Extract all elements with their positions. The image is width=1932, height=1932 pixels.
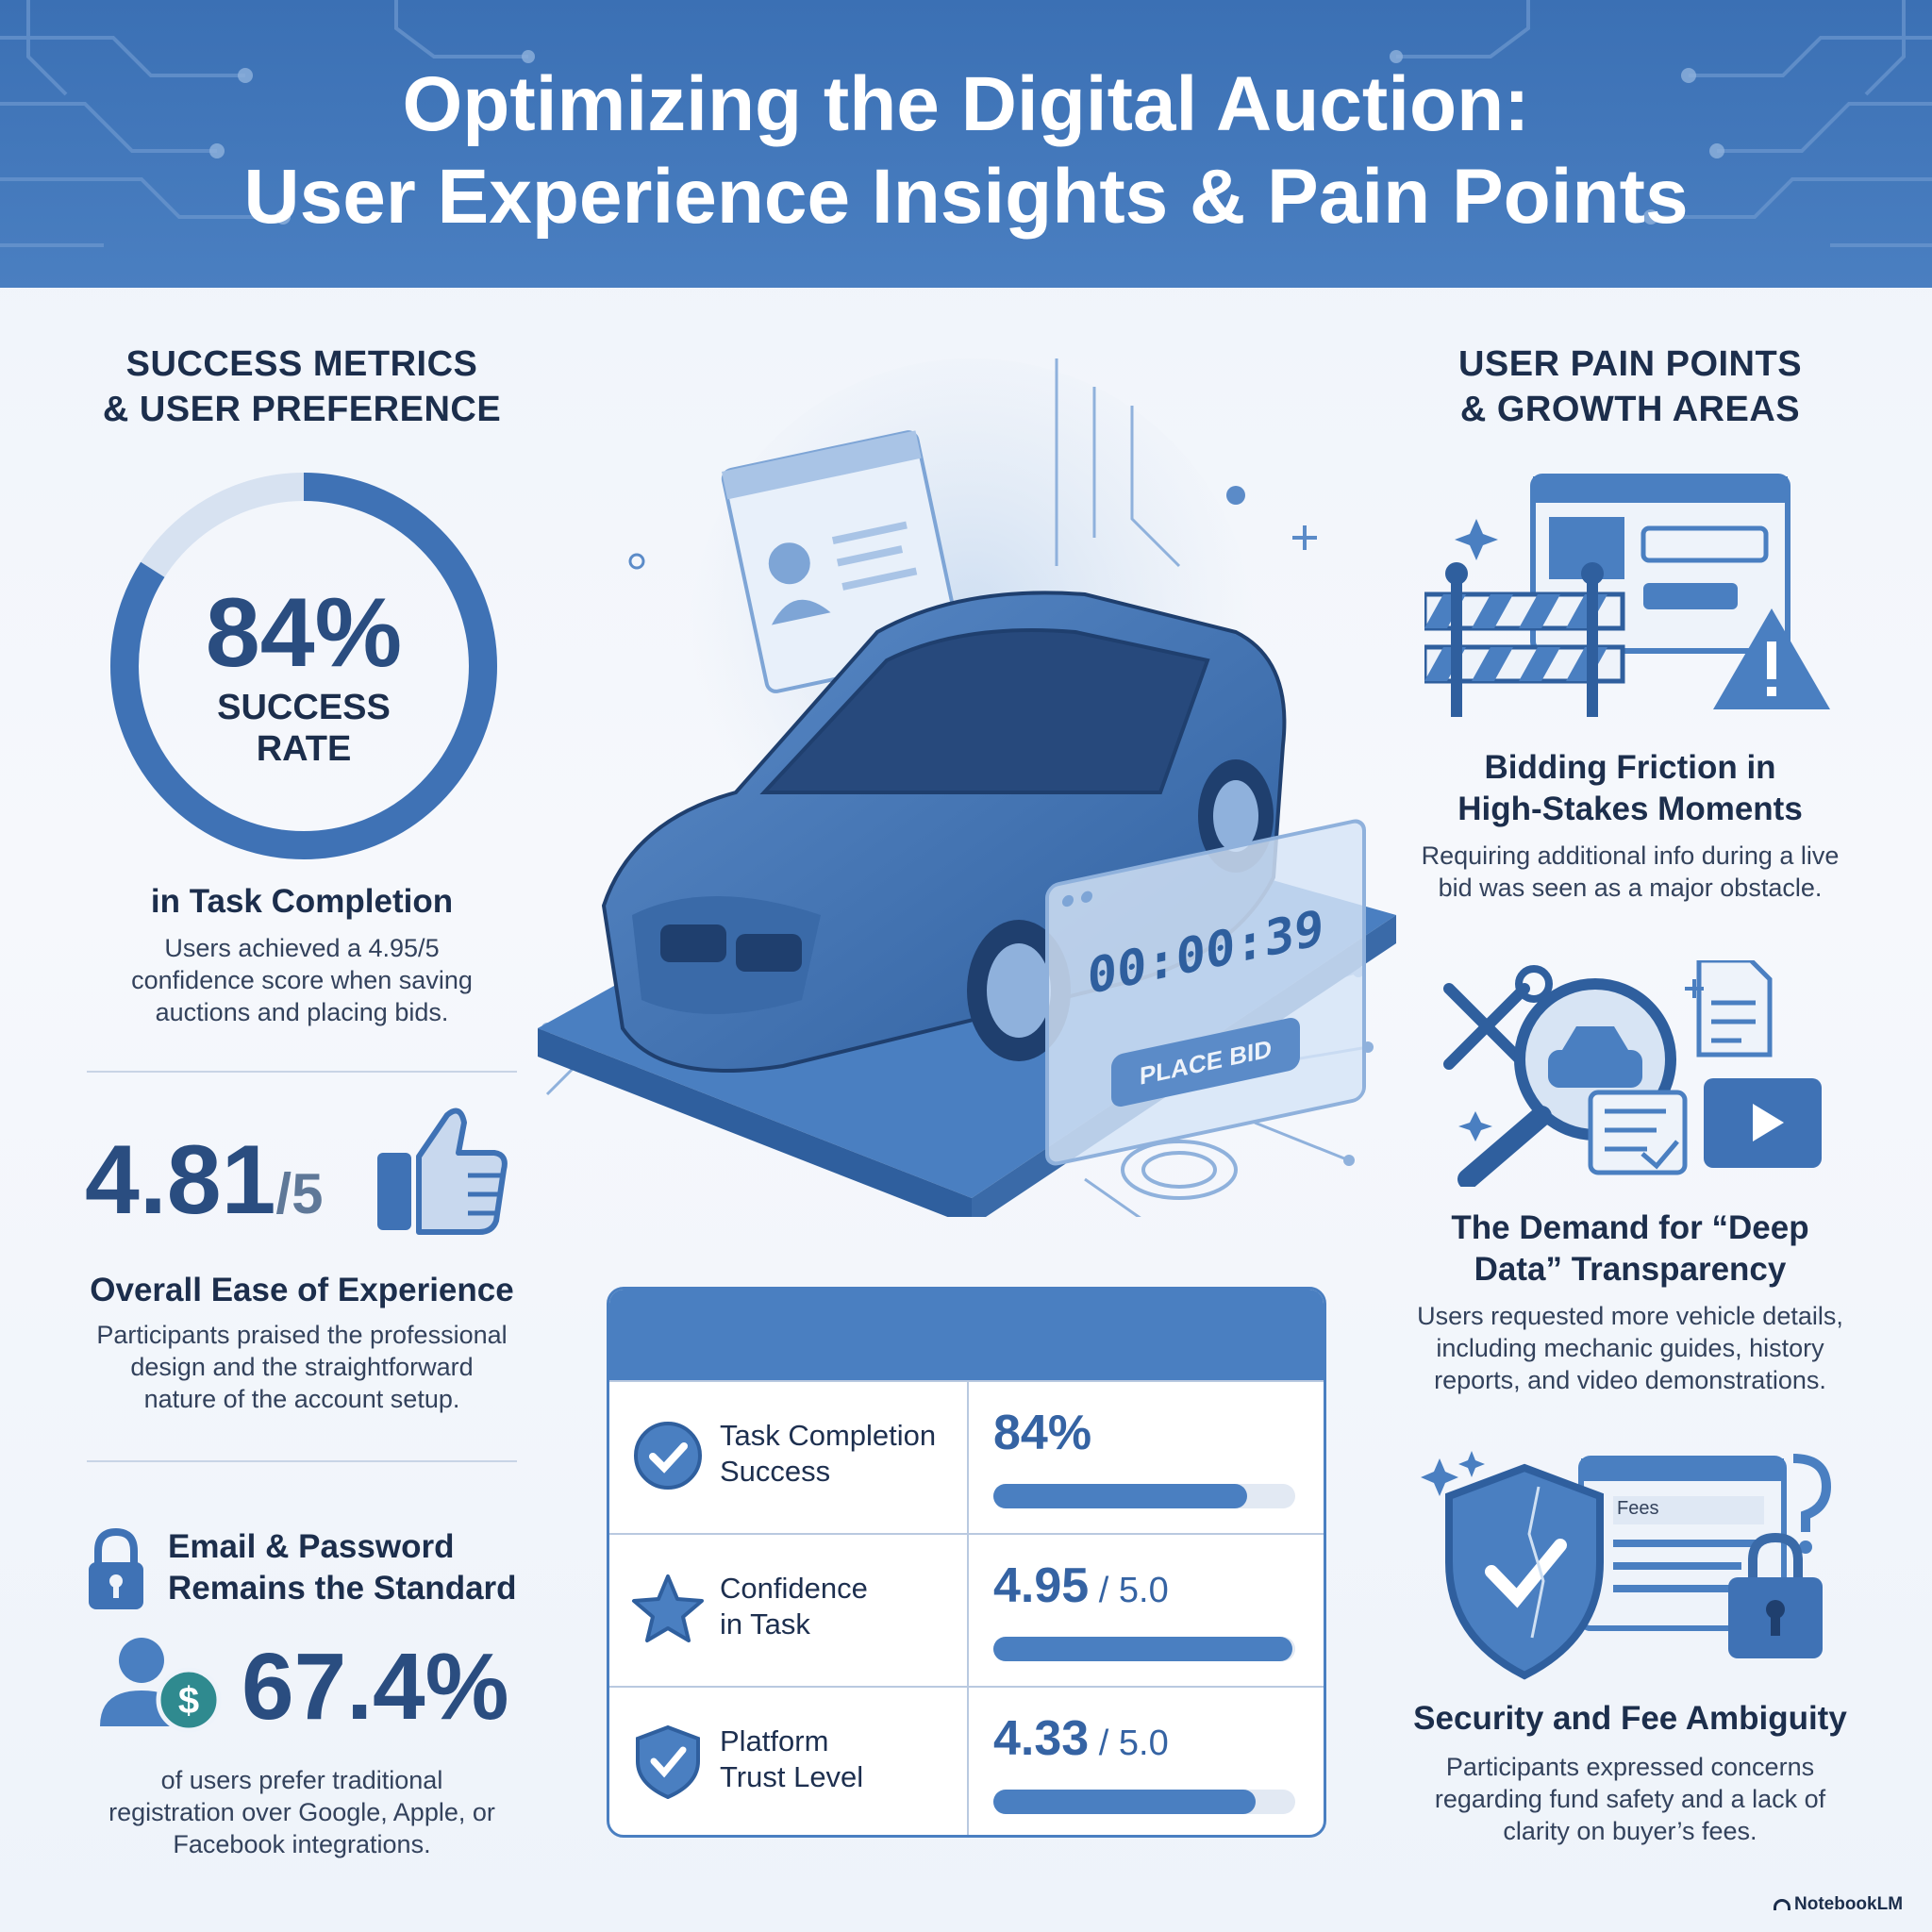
auction-car-illustration — [519, 349, 1415, 1247]
left-column-heading: SUCCESS METRICS & USER PREFERENCE — [102, 344, 502, 429]
row-value: 4.95 / 5.0 — [993, 1558, 1169, 1613]
friction-text: Requiring additional info during a live … — [1421, 841, 1840, 902]
progress-track — [993, 1790, 1295, 1814]
login-text: of users prefer traditional registration… — [108, 1766, 495, 1858]
padlock-icon — [83, 1526, 149, 1613]
right-column-heading: USER PAIN POINTS & GROWTH AREAS — [1457, 344, 1803, 429]
progress-track — [993, 1637, 1295, 1661]
left-divider-1 — [87, 1071, 517, 1073]
ease-score-value: 4.81 — [85, 1125, 276, 1235]
progress-fill — [993, 1484, 1247, 1508]
left-divider-2 — [87, 1460, 517, 1462]
ease-score-denominator: /5 — [275, 1162, 324, 1225]
brand-watermark: NotebookLM — [1774, 1894, 1924, 1915]
security-fees-icon: Fees — [1411, 1449, 1855, 1685]
inspection-tools-icon — [1430, 958, 1826, 1190]
notebooklm-logo-icon — [1774, 1899, 1790, 1910]
table-row: Platform Trust Level 4.33 / 5.0 — [609, 1686, 1324, 1835]
deep-data-heading: The Demand for “Deep Data” Transparency — [1451, 1209, 1809, 1288]
security-text: Participants expressed concerns regardin… — [1434, 1753, 1826, 1845]
progress-fill — [993, 1790, 1256, 1814]
success-rate-label: SUCCESS RATE — [217, 688, 391, 769]
row-label: Task Completion Success — [720, 1419, 937, 1488]
table-row: Task Completion Success 84% — [609, 1380, 1324, 1531]
success-ring-chart — [110, 473, 497, 859]
success-rate-ring: 84% SUCCESS RATE — [106, 468, 502, 864]
row-label: Confidence in Task — [720, 1572, 868, 1641]
check-circle-icon — [630, 1418, 706, 1498]
circuit-pattern — [0, 0, 1932, 247]
task-completion-heading: in Task Completion — [150, 883, 454, 920]
metrics-table-divider — [967, 1380, 969, 1835]
page-title: Optimizing the Digital Auction: User Exp… — [243, 61, 1689, 240]
table-row: Confidence in Task 4.95 / 5.0 — [609, 1533, 1324, 1684]
metrics-table-header — [609, 1290, 1324, 1380]
thumbs-up-icon — [370, 1098, 511, 1240]
row-label: Platform Trust Level — [720, 1724, 864, 1793]
row-value: 84% — [993, 1406, 1092, 1460]
login-heading: Email & Password Remains the Standard — [168, 1528, 517, 1607]
ease-score: 4.81/5 — [85, 1128, 323, 1246]
login-preference-value: 67.4% — [242, 1634, 509, 1740]
ease-text: Participants praised the professional de… — [96, 1321, 508, 1413]
ease-heading: Overall Ease of Experience — [90, 1272, 514, 1308]
fees-label: Fees — [1617, 1498, 1659, 1519]
progress-fill — [993, 1637, 1292, 1661]
friction-heading: Bidding Friction in High-Stakes Moments — [1457, 749, 1803, 827]
progress-track — [993, 1484, 1295, 1508]
car-scene — [538, 358, 1396, 1247]
barrier-warning-icon — [1422, 472, 1840, 726]
shield-check-icon — [630, 1724, 706, 1804]
metrics-table: Task Completion Success 84% Confidence in Ta… — [607, 1287, 1326, 1838]
deep-data-text: Users requested more vehicle details, in… — [1417, 1302, 1843, 1394]
security-heading: Security and Fee Ambiguity — [1413, 1700, 1847, 1737]
task-completion-text: Users achieved a 4.95/5 confidence score… — [131, 934, 473, 1026]
header-banner: Optimizing the Digital Auction: User Exp… — [0, 0, 1932, 288]
user-payment-icon: $ — [94, 1632, 226, 1736]
row-value: 4.33 / 5.0 — [993, 1711, 1169, 1766]
svg-text:$: $ — [178, 1680, 199, 1722]
star-icon — [630, 1571, 706, 1651]
success-rate-value: 84% — [205, 578, 403, 688]
